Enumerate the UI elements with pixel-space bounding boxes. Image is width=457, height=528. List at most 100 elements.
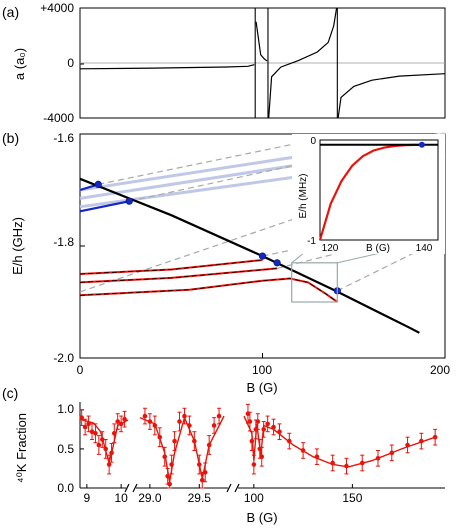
panel-c-seg2-point-20 bbox=[405, 442, 410, 448]
panel-c-seg2-fit bbox=[243, 415, 436, 468]
inset-xtick-120: 120 bbox=[322, 243, 339, 254]
panel-c-seg1-point-7 bbox=[169, 462, 174, 467]
panel-b-crossing-marker-3 bbox=[273, 259, 281, 267]
panel-c-seg0-point-10 bbox=[111, 430, 117, 436]
panel-a-ytick-bottom: -4000 bbox=[43, 111, 74, 125]
panel-c-seg2-point-1 bbox=[247, 419, 253, 424]
panel-c-seg2-point-18 bbox=[375, 455, 381, 461]
panel-c-seg0-point-7 bbox=[103, 446, 109, 452]
panel-a-curve-0 bbox=[79, 64, 255, 70]
panel-label-c: (c) bbox=[2, 385, 18, 401]
panel-c-seg0-xtick-0: 9 bbox=[84, 491, 91, 505]
panel-b-ytick-mid: -1.8 bbox=[53, 235, 74, 249]
inset-xtick-140: 140 bbox=[416, 243, 433, 254]
panel-c-axis-break-right-1 bbox=[234, 483, 240, 493]
panel-c-seg0-point-8 bbox=[106, 462, 112, 467]
panel-c-seg2-point-2 bbox=[249, 438, 255, 444]
panel-c-seg0-point-11 bbox=[115, 419, 121, 424]
panel-a-curve-3 bbox=[337, 73, 446, 119]
panel-b-crossing-marker-2 bbox=[258, 252, 267, 260]
panel-c-seg1-point-3 bbox=[157, 434, 163, 440]
inset-frame bbox=[319, 139, 439, 241]
panel-b-xlabel: B (G) bbox=[246, 380, 277, 395]
panel-c-seg1-point-4 bbox=[162, 454, 168, 460]
panel-c-seg2-xtick-1: 150 bbox=[342, 491, 362, 505]
panel-c-seg2-point-21 bbox=[419, 438, 424, 444]
panel-c-seg1-xtick-1: 29.5 bbox=[188, 491, 212, 505]
panel-b-dash-curve-13 bbox=[98, 142, 300, 185]
panel-c-seg2-point-15 bbox=[330, 460, 335, 466]
panel-b-zoom-box bbox=[291, 262, 338, 303]
panel-label-b: (b) bbox=[2, 130, 19, 146]
panel-c-seg1-point-13 bbox=[196, 462, 202, 467]
panel-b-crossing-marker-1 bbox=[125, 197, 133, 205]
panel-c-seg1-point-2 bbox=[152, 423, 158, 428]
panel-c-seg2-point-16 bbox=[344, 463, 349, 469]
panel-c-seg2-point-9 bbox=[265, 421, 270, 427]
panel-c-seg2-point-7 bbox=[259, 454, 265, 460]
panel-c-seg1-point-0 bbox=[142, 413, 148, 419]
panel-b-ytick-top: -1.6 bbox=[53, 131, 74, 145]
panel-c-seg1-point-18 bbox=[216, 413, 222, 419]
panel-a-ytick-mid: 0 bbox=[67, 56, 74, 70]
panel-c-seg2-point-5 bbox=[255, 419, 261, 424]
panel-a-curve-1 bbox=[255, 21, 268, 62]
panel-b-ylabel: E/h (GHz) bbox=[10, 217, 25, 275]
panel-b-red-overlay-6 bbox=[79, 259, 263, 275]
panel-c-seg2-point-17 bbox=[359, 460, 365, 466]
panel-c-seg2-point-11 bbox=[277, 429, 282, 435]
inset-ytick-0: 0 bbox=[310, 136, 316, 147]
panel-c-axis-break-gap-1 bbox=[228, 483, 238, 493]
panel-b-xtick-0: 0 bbox=[77, 363, 84, 377]
panel-c-seg0-point-12 bbox=[118, 421, 124, 427]
panel-c-seg1-point-6 bbox=[167, 481, 172, 487]
panel-c-seg0-point-9 bbox=[109, 450, 114, 456]
panel-c-seg0-point-6 bbox=[99, 437, 105, 442]
inset-ylabel: E/h (MHz) bbox=[298, 174, 309, 219]
panel-b-red-overlay-7 bbox=[79, 268, 278, 283]
panel-c-seg2-point-8 bbox=[261, 427, 267, 432]
panel-b-black-curve-0 bbox=[79, 177, 420, 334]
panel-c-plot: 1.0 0.5 0.0 ⁴⁰K Fraction B (G) 9 10 29.0 29… bbox=[14, 402, 445, 525]
panel-c-seg0-point-5 bbox=[96, 442, 102, 448]
panel-c-seg2-xtick-0: 100 bbox=[244, 491, 264, 505]
panel-c-seg0-point-13 bbox=[122, 416, 127, 422]
panel-c-seg2-point-3 bbox=[251, 462, 257, 467]
panel-c-seg1-point-8 bbox=[172, 438, 177, 444]
panel-c-seg0-point-0 bbox=[79, 415, 85, 420]
panel-c-seg1-point-12 bbox=[192, 438, 197, 444]
panel-c-ytick-0: 0.0 bbox=[57, 481, 74, 495]
inset-xlabel: B (G) bbox=[366, 243, 390, 254]
panel-c-seg0-xtick-1: 10 bbox=[114, 491, 128, 505]
panel-b-ytick-bottom: -2.0 bbox=[53, 351, 74, 365]
panel-b-inset: 0 -1 120 140 B (G) E/h (MHz) bbox=[292, 134, 445, 254]
panel-c-seg2-point-19 bbox=[389, 450, 395, 456]
panel-c-seg1-point-1 bbox=[147, 419, 153, 424]
panel-c-seg0-point-3 bbox=[89, 429, 95, 435]
panel-b-red-curve-8 bbox=[79, 277, 338, 303]
panel-c-axis-break-right-0 bbox=[132, 483, 138, 493]
inset-ytick-minus1: -1 bbox=[307, 236, 316, 247]
panel-b-red-curve-7 bbox=[79, 267, 278, 284]
panel-c-seg2-point-22 bbox=[432, 434, 438, 440]
panel-c-axis-break-left-1 bbox=[226, 483, 232, 493]
panel-c-seg1-point-16 bbox=[206, 442, 212, 448]
panel-c-ytick-1: 1.0 bbox=[57, 402, 74, 416]
panel-b-xtick-200: 200 bbox=[430, 363, 450, 377]
panel-c-seg0-point-2 bbox=[86, 421, 91, 427]
panel-c-seg2-point-10 bbox=[271, 424, 276, 430]
panel-c-seg0-point-4 bbox=[93, 430, 98, 436]
panel-c-xlabel: B (G) bbox=[246, 510, 277, 525]
panel-c-seg2-point-13 bbox=[300, 448, 306, 453]
panel-b-xtick-100: 100 bbox=[252, 363, 272, 377]
panel-c-seg2-point-14 bbox=[314, 454, 320, 460]
panel-c-seg1-point-9 bbox=[177, 419, 182, 424]
panel-c-axis-break-left-0 bbox=[124, 483, 130, 493]
panel-c-seg1-point-17 bbox=[211, 423, 217, 428]
panel-c-seg1-xtick-0: 29.0 bbox=[138, 491, 162, 505]
panel-c-seg1-point-15 bbox=[202, 470, 208, 475]
panel-a-ylabel: a (a₀) bbox=[12, 48, 27, 80]
panel-a-ytick-top: +4000 bbox=[40, 1, 74, 15]
inset-crossing-marker bbox=[418, 141, 425, 148]
panel-label-a: (a) bbox=[2, 4, 19, 20]
